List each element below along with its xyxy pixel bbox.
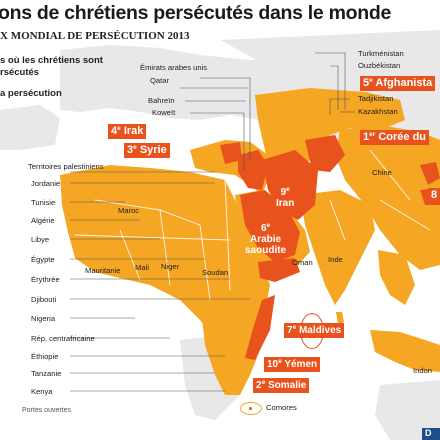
- sri-lanka: [336, 312, 344, 324]
- syrie-shape: [220, 142, 242, 164]
- legend-line-1: s où les chrétiens sont: [0, 55, 103, 66]
- label-libye: Libye: [31, 235, 50, 244]
- australia-land: [375, 380, 440, 440]
- label-indonesie: Indon: [413, 366, 433, 375]
- afghanistan-shape: [305, 135, 345, 172]
- southeast-asia: [378, 250, 415, 305]
- label-mauritanie: Mauritanie: [85, 266, 121, 275]
- rank-iran: 9e Iran: [276, 186, 295, 209]
- rank-syrie: 3e Syrie: [124, 143, 170, 158]
- rank-eight: 8: [428, 188, 440, 203]
- comores-marker: Comores: [240, 401, 310, 417]
- legend-line-3: a persécution: [0, 88, 62, 99]
- rank-coree: 1er Corée du: [360, 130, 430, 145]
- label-maroc: Maroc: [118, 206, 140, 215]
- yemen-shape: [258, 258, 300, 282]
- label-koweit: Koweït: [152, 108, 176, 117]
- rank-arabie: 6e Arabie saoudite: [245, 222, 287, 256]
- arabie-shape: [240, 190, 300, 262]
- label-jordanie: Jordanie: [31, 179, 61, 188]
- label-turkmenistan: Turkménistan: [358, 49, 404, 58]
- leader-lines: [70, 52, 355, 392]
- map-title: ons de chrétiens persécutés dans le mond…: [0, 2, 392, 24]
- label-djibouti: Djibouti: [31, 295, 57, 304]
- rank-maldives: 7e Maldives: [284, 323, 345, 338]
- east-africa: [200, 295, 265, 395]
- label-bahrein: Bahreïn: [148, 96, 175, 105]
- publisher-logo: D: [422, 428, 440, 440]
- label-kazakhstan: Kazakhstan: [358, 107, 398, 116]
- legend-line-2: rsécutés: [0, 67, 40, 78]
- rank-afghanistan: 5e Afghanista: [360, 76, 436, 91]
- label-comores: Comores: [266, 403, 297, 412]
- label-nigeria: Nigeria: [31, 314, 56, 323]
- label-erythree: Érythrée: [31, 275, 60, 284]
- label-qatar: Qatar: [150, 76, 169, 85]
- iberia-land: [0, 105, 60, 150]
- label-tanzanie: Tanzanie: [31, 369, 62, 378]
- source-credit: Portes ouvertes: [22, 407, 72, 414]
- label-territoires: Territoires palestiniens: [28, 162, 104, 171]
- north-africa: [60, 165, 270, 340]
- label-soudan: Soudan: [202, 268, 229, 277]
- russia-land: [220, 30, 440, 75]
- label-algerie: Algérie: [31, 216, 55, 225]
- label-ethiopie: Éthiopie: [31, 352, 59, 361]
- label-mali: Mali: [135, 263, 149, 272]
- label-inde: Inde: [328, 255, 343, 264]
- label-kenya: Kenya: [31, 387, 53, 396]
- east-asia: [335, 125, 440, 270]
- label-oman: Oman: [292, 258, 313, 267]
- label-egypte: Égypte: [31, 255, 55, 264]
- rank-irak: 4e Irak: [108, 124, 147, 139]
- rank-yemen: 10e Yémen: [264, 357, 321, 372]
- rank-somalie: 2e Somalie: [253, 378, 310, 393]
- label-emirats: Émirats arabes unis: [140, 63, 208, 72]
- comores-ring-icon: [240, 402, 262, 415]
- label-tadjikistan: Tadjikistan: [358, 94, 394, 103]
- label-ouzbekistan: Ouzbékistan: [358, 61, 401, 70]
- label-rep-centrafricaine: Rép. centrafricaine: [31, 334, 95, 343]
- india: [300, 190, 375, 305]
- label-niger: Niger: [161, 262, 180, 271]
- indonesia: [370, 330, 440, 372]
- irak-shape: [238, 150, 268, 190]
- map-subtitle: X MONDIAL DE PERSÉCUTION 2013: [0, 30, 190, 42]
- country-borders: [74, 149, 431, 301]
- coree-shape: [420, 162, 440, 185]
- label-chine: Chine: [372, 168, 392, 177]
- label-tunisie: Tunisie: [31, 198, 56, 207]
- somalie-shape: [245, 295, 275, 360]
